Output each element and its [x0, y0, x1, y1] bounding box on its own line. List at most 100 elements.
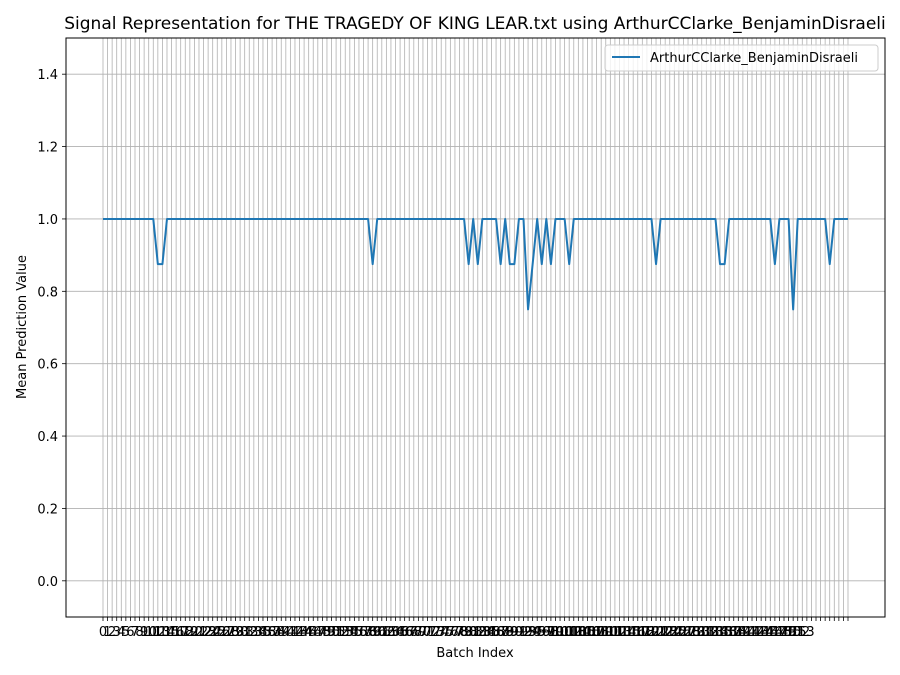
x-tick-label: 9 — [140, 625, 148, 640]
x-tick-label: 66 — [396, 625, 413, 640]
x-tick-label: 26 — [214, 625, 231, 640]
x-tick-label: 100 — [548, 625, 573, 640]
x-tick-label: 42 — [287, 625, 304, 640]
x-tick-label: 138 — [721, 625, 746, 640]
x-tick-label: 108 — [584, 625, 609, 640]
x-tick-label: 103 — [561, 625, 586, 640]
x-tick-label: 70 — [415, 625, 432, 640]
x-tick-label: 104 — [566, 625, 591, 640]
x-tick-label: 126 — [666, 625, 691, 640]
x-tick-label: 39 — [273, 625, 290, 640]
x-tick-label: 30 — [232, 625, 249, 640]
x-tick-label: 107 — [580, 625, 605, 640]
x-tick-label: 61 — [374, 625, 391, 640]
x-tick-label: 19 — [182, 625, 199, 640]
x-tick-label: 44 — [296, 625, 313, 640]
x-tick-label: 56 — [351, 625, 368, 640]
x-tick-label: 149 — [772, 625, 797, 640]
x-tick-label: 60 — [369, 625, 386, 640]
x-tick-label: 124 — [657, 625, 682, 640]
x-tick-label: 33 — [246, 625, 263, 640]
x-tick-label: 51 — [328, 625, 345, 640]
x-tick-label: 140 — [730, 625, 755, 640]
x-tick-label: 17 — [172, 625, 189, 640]
x-tick-label: 24 — [204, 625, 221, 640]
plot-frame — [65, 37, 886, 618]
x-tick-label: 148 — [767, 625, 792, 640]
x-tick-label: 145 — [753, 625, 778, 640]
x-tick-label: 83 — [474, 625, 491, 640]
y-tick-label: 1.2 — [37, 141, 58, 156]
x-tick-label: 142 — [740, 625, 765, 640]
x-tick-label: 102 — [557, 625, 582, 640]
y-axis-ticks: 0.0 0.2 0.4 0.6 0.8 1.0 1.2 1.4 — [37, 68, 66, 590]
y-tick-label: 1.4 — [37, 68, 58, 83]
x-axis-title: Batch Index — [436, 646, 514, 661]
legend: ArthurCClarke_BenjaminDisraeli — [604, 44, 879, 72]
x-tick-label: 3 — [113, 625, 121, 640]
x-tick-label: 28 — [223, 625, 240, 640]
x-tick-label: 84 — [479, 625, 496, 640]
x-tick-label: 68 — [406, 625, 423, 640]
x-tick-label: 72 — [424, 625, 441, 640]
x-tick-label: 4 — [117, 625, 125, 640]
x-tick-label: 36 — [259, 625, 276, 640]
x-tick-label: 20 — [186, 625, 203, 640]
x-tick-label: 10 — [140, 625, 157, 640]
x-tick-label: 29 — [227, 625, 244, 640]
y-tick-label: 0.0 — [37, 575, 58, 590]
x-tick-label: 123 — [653, 625, 678, 640]
y-tick-label: 0.2 — [37, 502, 58, 517]
x-tick-label: 67 — [401, 625, 418, 640]
x-tick-label: 25 — [209, 625, 226, 640]
x-tick-label: 120 — [639, 625, 664, 640]
x-tick-label: 128 — [676, 625, 701, 640]
x-tick-label: 69 — [410, 625, 427, 640]
x-tick-label: 91 — [511, 625, 528, 640]
x-tick-label: 125 — [662, 625, 687, 640]
x-tick-label: 80 — [460, 625, 477, 640]
x-tick-label: 63 — [383, 625, 400, 640]
x-tick-label: 135 — [708, 625, 733, 640]
x-tick-label: 37 — [264, 625, 281, 640]
x-tick-label: 77 — [447, 625, 464, 640]
y-tick-label: 0.8 — [37, 285, 58, 300]
x-tick-label: 22 — [195, 625, 212, 640]
legend-label: ArthurCClarke_BenjaminDisraeli — [650, 51, 858, 66]
x-tick-label: 132 — [694, 625, 719, 640]
x-tick-label: 15 — [163, 625, 180, 640]
x-tick-label: 110 — [593, 625, 618, 640]
x-tick-label: 133 — [698, 625, 723, 640]
x-tick-label: 57 — [355, 625, 372, 640]
x-tick-label: 88 — [497, 625, 514, 640]
x-tick-label: 21 — [191, 625, 208, 640]
x-tick-label: 151 — [781, 625, 806, 640]
x-tick-label: 40 — [278, 625, 295, 640]
x-tick-label: 114 — [612, 625, 637, 640]
x-tick-label: 112 — [602, 625, 627, 640]
series-line — [103, 217, 848, 311]
x-tick-label: 47 — [310, 625, 327, 640]
x-tick-label: 64 — [387, 625, 404, 640]
x-tick-label: 0 — [99, 625, 107, 640]
x-tick-label: 12 — [150, 625, 167, 640]
x-tick-label: 105 — [570, 625, 595, 640]
x-tick-label: 86 — [488, 625, 505, 640]
x-tick-label: 34 — [250, 625, 267, 640]
x-tick-label: 48 — [314, 625, 331, 640]
chart-title: Signal Representation for THE TRAGEDY OF… — [64, 14, 886, 34]
x-tick-label: 139 — [726, 625, 751, 640]
y-tick-label: 0.6 — [37, 358, 58, 373]
x-tick-label: 101 — [552, 625, 577, 640]
x-tick-label: 137 — [717, 625, 742, 640]
x-tick-label: 82 — [470, 625, 487, 640]
x-tick-label: 141 — [735, 625, 760, 640]
x-tick-label: 32 — [241, 625, 258, 640]
x-tick-label: 96 — [533, 625, 550, 640]
x-tick-label: 87 — [492, 625, 509, 640]
x-tick-label: 85 — [483, 625, 500, 640]
x-tick-label: 130 — [685, 625, 710, 640]
x-tick-label: 74 — [433, 625, 450, 640]
x-tick-label: 81 — [465, 625, 482, 640]
